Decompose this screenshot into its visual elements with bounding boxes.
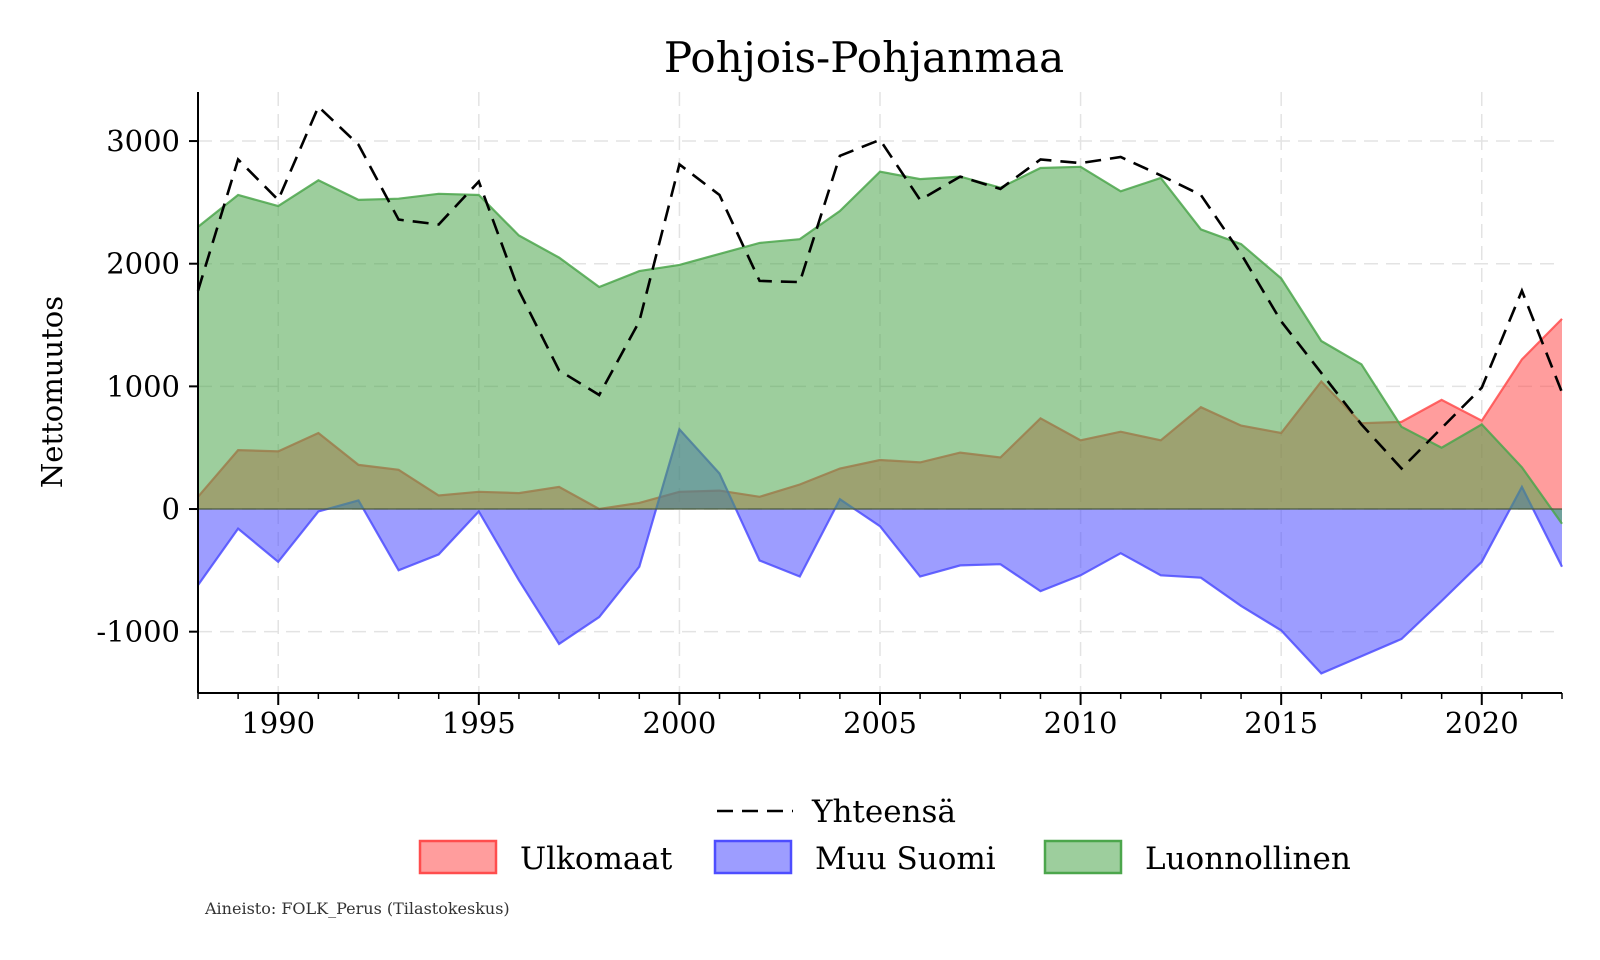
x-tick-label: 2020 — [1445, 706, 1519, 740]
chart-title: Pohjois-Pohjanmaa — [664, 33, 1064, 82]
y-tick-label: 2000 — [106, 247, 180, 281]
legend: Yhteensä Ulkomaat Muu Suomi Luonnollinen — [418, 794, 1351, 877]
legend-label-yhteensa: Yhteensä — [811, 794, 956, 830]
legend-label-ulkomaat: Ulkomaat — [520, 841, 673, 877]
x-tick-label: 2010 — [1044, 706, 1118, 740]
y-tick-label: 3000 — [106, 124, 180, 158]
x-tick-label: 2005 — [843, 706, 917, 740]
lines — [196, 104, 1564, 471]
line-yhteensä — [196, 104, 1564, 471]
legend-swatch-luonnollinen — [1043, 839, 1123, 875]
x-tick-label: 2015 — [1244, 706, 1318, 740]
y-tick-label: 0 — [162, 492, 180, 526]
x-tick-label: 2000 — [643, 706, 717, 740]
x-tick-label: 1995 — [442, 706, 516, 740]
area-edge-luonnollinen — [197, 165, 1563, 525]
axes: -1000 0 1000 2000 3000 1990 1995 2000 2005 2010 20… — [96, 92, 1563, 740]
x-tick-label: 1990 — [241, 706, 315, 740]
y-axis-label: Nettomuutos — [35, 296, 69, 488]
area-luonnollinen — [198, 166, 1562, 524]
legend-swatch-muu-suomi — [713, 839, 793, 875]
y-tick-label: 1000 — [106, 369, 180, 403]
area-edge-muu-suomi — [197, 427, 1563, 675]
y-tick-label: -1000 — [96, 615, 180, 649]
legend-label-muu-suomi: Muu Suomi — [815, 841, 996, 877]
legend-label-luonnollinen: Luonnollinen — [1145, 841, 1351, 877]
legend-swatch-ulkomaat — [418, 839, 498, 875]
areas — [197, 165, 1563, 675]
source-note: Aineisto: FOLK_Perus (Tilastokeskus) — [204, 899, 510, 918]
area-muu-suomi — [198, 429, 1562, 674]
